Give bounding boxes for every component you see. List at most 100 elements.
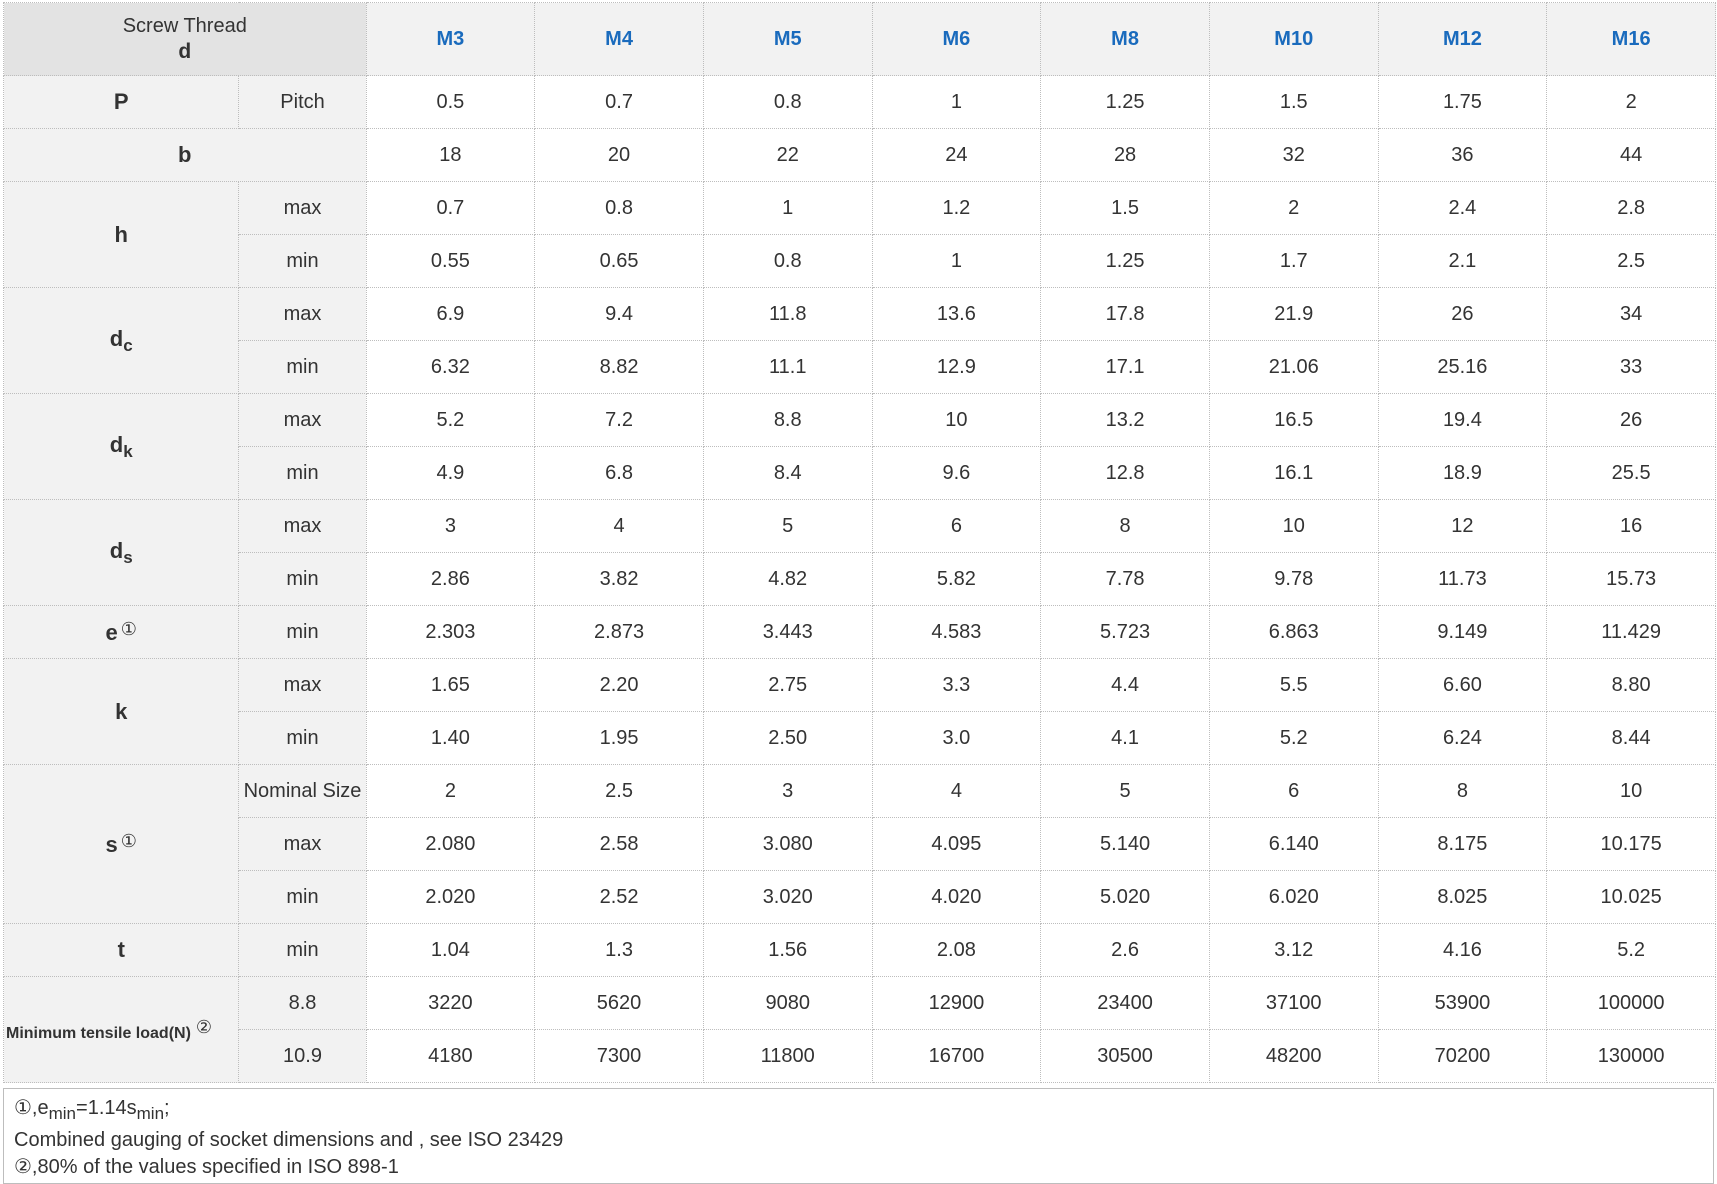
row-dk-min: min 4.9 6.8 8.4 9.6 12.8 16.1 18.9 25.5	[4, 446, 1716, 500]
symbol-dc: dc	[2, 287, 240, 394]
value-cell: 13.6	[871, 287, 1042, 341]
row-label-min: min	[238, 552, 367, 606]
value-cell: 17.8	[1040, 287, 1210, 341]
size-header-m12: M12	[1377, 2, 1548, 76]
value-cell: 21.06	[1208, 340, 1379, 394]
value-cell: 10	[1208, 499, 1379, 553]
value-cell: 0.65	[534, 234, 704, 288]
value-cell: 8.4	[702, 446, 873, 500]
value-cell: 6.32	[365, 340, 536, 394]
value-cell: 3.82	[534, 552, 704, 606]
symbol-ds-subscript: s	[123, 547, 133, 567]
value-cell: 3	[365, 499, 536, 553]
grade-10-9-label: 10.9	[238, 1029, 367, 1083]
value-cell: 6.140	[1208, 817, 1379, 871]
row-label-min: min	[238, 870, 367, 924]
value-cell: 3.12	[1208, 923, 1379, 977]
size-header-m6: M6	[871, 2, 1042, 76]
size-header-m16: M16	[1546, 2, 1716, 76]
row-dk-max: dk max 5.2 7.2 8.8 10 13.2 16.5 19.4 26	[2, 393, 1716, 500]
symbol-t: t	[2, 923, 240, 977]
value-cell: 1.5	[1040, 181, 1210, 235]
symbol-b: b	[3, 128, 367, 182]
row-dc-min: min 6.32 8.82 11.1 12.9 17.1 21.06 25.16 33	[4, 340, 1716, 394]
value-cell: 8.80	[1546, 658, 1716, 712]
value-cell: 26	[1546, 393, 1716, 447]
value-cell: 4.095	[871, 817, 1042, 871]
value-cell: 33	[1546, 340, 1716, 394]
value-cell: 28	[1040, 128, 1210, 182]
value-cell: 2.873	[534, 605, 704, 659]
value-cell: 6.020	[1208, 870, 1379, 924]
value-cell: 4	[534, 499, 704, 553]
value-cell: 5.2	[365, 393, 536, 447]
value-cell: 25.5	[1546, 446, 1716, 500]
value-cell: 8.025	[1377, 870, 1548, 924]
value-cell: 8.8	[702, 393, 873, 447]
value-cell: 0.5	[365, 75, 536, 129]
value-cell: 6.24	[1377, 711, 1548, 765]
value-cell: 18.9	[1377, 446, 1548, 500]
value-cell: 2	[1546, 75, 1716, 129]
value-cell: 2.4	[1377, 181, 1548, 235]
value-cell: 15.73	[1546, 552, 1716, 606]
value-cell: 3.020	[702, 870, 873, 924]
value-cell: 17.1	[1040, 340, 1210, 394]
value-cell: 5.020	[1040, 870, 1210, 924]
value-cell: 1.7	[1208, 234, 1379, 288]
grade-8-8-label: 8.8	[238, 976, 367, 1030]
value-cell: 1.2	[871, 181, 1042, 235]
value-cell: 3.0	[871, 711, 1042, 765]
row-label-nominal: Nominal Size	[238, 764, 367, 818]
value-cell: 2.5	[1546, 234, 1716, 288]
value-cell: 6.863	[1208, 605, 1379, 659]
value-cell: 19.4	[1377, 393, 1548, 447]
value-cell: 1.3	[534, 923, 704, 977]
value-cell: 0.55	[365, 234, 536, 288]
symbol-s-text: s	[105, 831, 118, 857]
value-cell: 2.20	[534, 658, 704, 712]
value-cell: 37100	[1208, 976, 1379, 1030]
value-cell: 4.82	[702, 552, 873, 606]
value-cell: 11.73	[1377, 552, 1548, 606]
symbol-dk-text: d	[109, 431, 124, 457]
row-label-min: min	[238, 234, 367, 288]
row-s-nominal: s ① Nominal Size 2 2.5 3 4 5 6 8 10	[2, 764, 1716, 924]
value-cell: 1	[871, 75, 1042, 129]
value-cell: 1.5	[1208, 75, 1379, 129]
value-cell: 100000	[1546, 976, 1716, 1030]
value-cell: 12.9	[871, 340, 1042, 394]
value-cell: 1.65	[365, 658, 536, 712]
value-cell: 1	[871, 234, 1042, 288]
value-cell: 70200	[1377, 1029, 1548, 1083]
value-cell: 4	[871, 764, 1042, 818]
value-cell: 16.1	[1208, 446, 1379, 500]
value-cell: 2.86	[365, 552, 536, 606]
row-ds-max: ds max 3 4 5 6 8 10 12 16	[2, 499, 1716, 606]
symbol-dk: dk	[2, 393, 240, 500]
value-cell: 5620	[534, 976, 704, 1030]
value-cell: 22	[702, 128, 873, 182]
row-label-max: max	[238, 393, 367, 447]
value-cell: 1.40	[365, 711, 536, 765]
value-cell: 44	[1546, 128, 1716, 182]
footnote-ref-icon: ①	[120, 618, 137, 639]
symbol-ds-text: d	[109, 537, 124, 563]
size-header-m4: M4	[534, 2, 704, 76]
value-cell: 4180	[365, 1029, 536, 1083]
value-cell: 2.58	[534, 817, 704, 871]
value-cell: 4.16	[1377, 923, 1548, 977]
value-cell: 0.8	[534, 181, 704, 235]
value-cell: 8	[1377, 764, 1548, 818]
symbol-dc-subscript: c	[123, 335, 133, 355]
value-cell: 53900	[1377, 976, 1548, 1030]
value-cell: 12	[1377, 499, 1548, 553]
value-cell: 9.149	[1377, 605, 1548, 659]
value-cell: 2.52	[534, 870, 704, 924]
row-label-min: min	[238, 446, 367, 500]
symbol-dc-text: d	[109, 325, 124, 351]
value-cell: 36	[1377, 128, 1548, 182]
value-cell: 6.9	[365, 287, 536, 341]
